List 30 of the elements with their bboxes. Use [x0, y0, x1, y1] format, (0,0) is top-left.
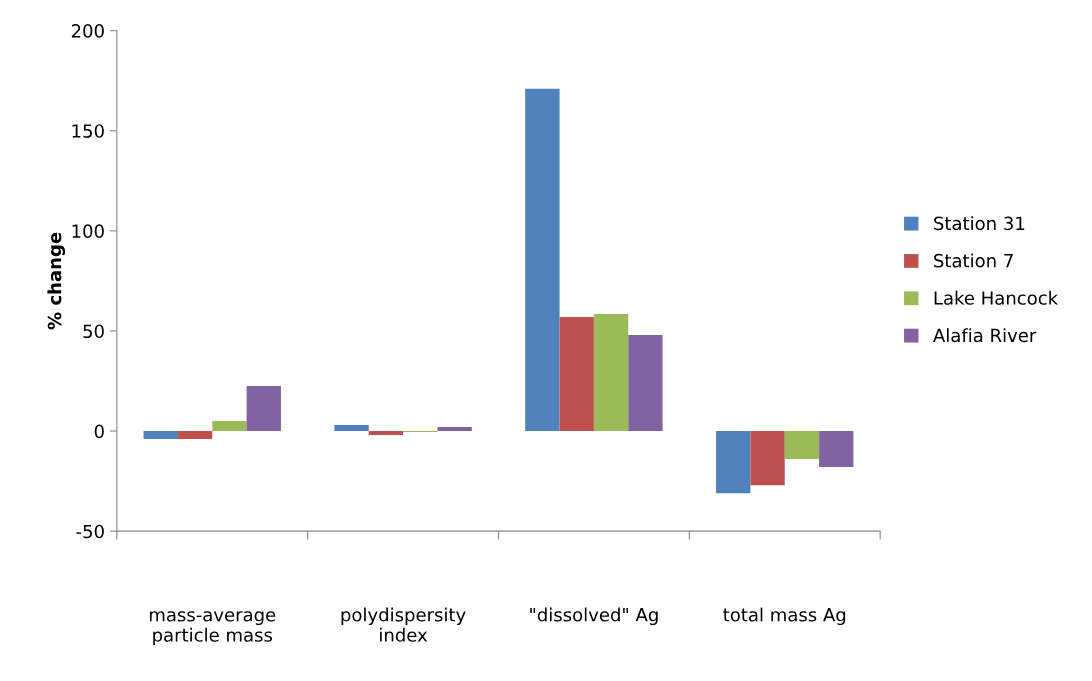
bar — [819, 431, 854, 468]
legend-label: Alafia River — [933, 328, 1037, 343]
x-tick-label: total mass Ag — [723, 607, 846, 626]
bar — [593, 313, 629, 432]
x-tick-label: "dissolved" Ag — [530, 607, 658, 626]
x-tick-label: polydispersity index — [341, 607, 466, 642]
bar — [716, 431, 751, 494]
y-tick-label: 100 — [72, 224, 104, 238]
bar — [143, 431, 178, 440]
y-tick-label: 200 — [71, 24, 104, 38]
y-tick-label: 0 — [94, 424, 104, 439]
legend-label: Station 7 — [934, 253, 1013, 268]
bar — [334, 425, 369, 432]
legend-label: Lake Hancock — [934, 290, 1059, 305]
legend-label: Station 31 — [934, 216, 1025, 231]
bar — [437, 427, 472, 432]
bar — [784, 431, 820, 460]
y-axis-title: % change — [47, 232, 66, 330]
bar — [525, 88, 560, 432]
bar — [368, 431, 404, 436]
bar — [212, 421, 247, 432]
bar — [246, 386, 281, 432]
y-tick-label: 50 — [83, 324, 104, 339]
y-tick-label: 150 — [72, 124, 104, 138]
x-tick-label: mass-average particle mass — [149, 611, 276, 646]
bar — [559, 316, 594, 432]
bar — [177, 431, 213, 440]
bar — [750, 431, 785, 486]
bar — [628, 334, 663, 432]
y-tick-label: -50 — [76, 524, 104, 539]
